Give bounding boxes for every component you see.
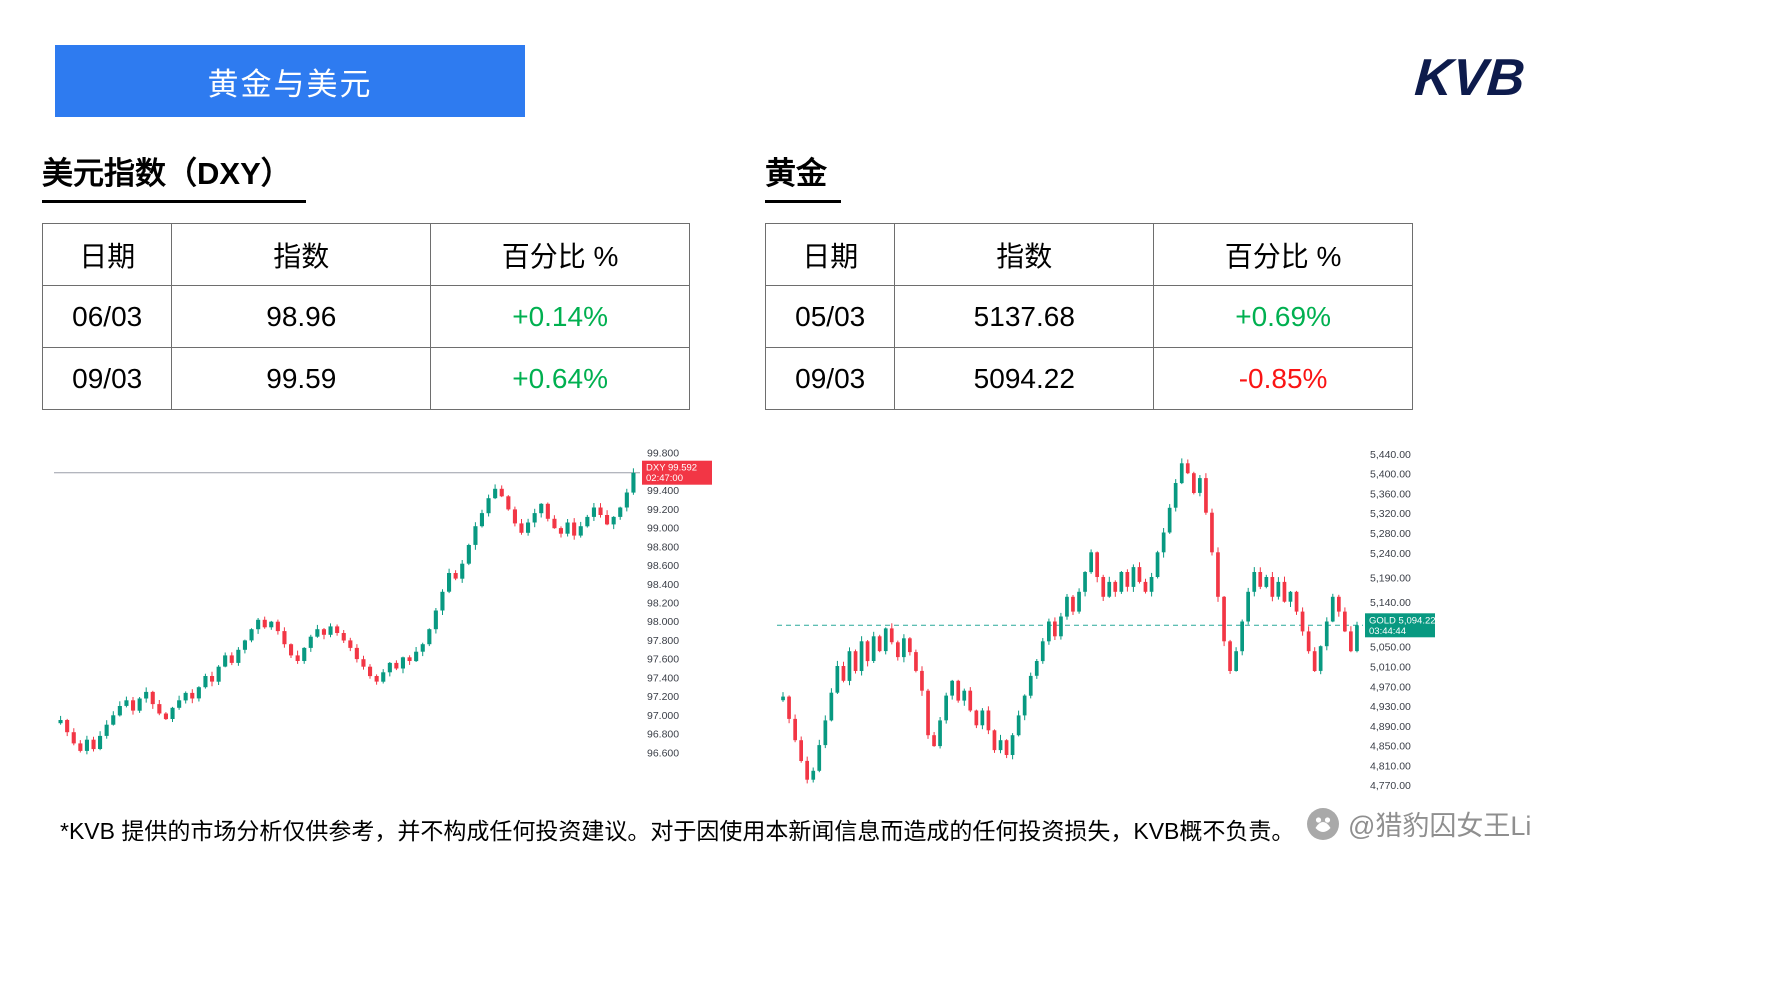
svg-text:4,970.00: 4,970.00	[1370, 681, 1411, 693]
svg-text:DXY 99.592: DXY 99.592	[646, 463, 697, 474]
table-row: 05/03 5137.68 +0.69%	[764, 285, 1413, 348]
gold-col-header-pct: 百分比 %	[1153, 223, 1413, 286]
svg-text:98.000: 98.000	[647, 616, 679, 628]
table-row: 09/03 99.59 +0.64%	[41, 347, 690, 410]
dxy-row1-index: 98.96	[171, 285, 432, 348]
svg-text:97.600: 97.600	[647, 654, 679, 666]
svg-text:4,930.00: 4,930.00	[1370, 701, 1411, 713]
table-row: 09/03 5094.22 -0.85%	[764, 347, 1413, 410]
dxy-col-header-index: 指数	[171, 223, 432, 286]
dxy-table-header-row: 日期 指数 百分比 %	[41, 223, 690, 286]
disclaimer-text: *KVB 提供的市场分析仅供参考，并不构成任何投资建议。对于因使用本新闻信息而造…	[60, 818, 1295, 844]
dxy-row1-pct: +0.14%	[430, 285, 690, 348]
svg-text:98.200: 98.200	[647, 598, 679, 610]
gold-table: 日期 指数 百分比 % 05/03 5137.68 +0.69% 09/03 5…	[764, 223, 1413, 410]
gold-row1-date: 05/03	[764, 285, 896, 348]
gold-table-header-row: 日期 指数 百分比 %	[764, 223, 1413, 286]
svg-text:98.600: 98.600	[647, 560, 679, 572]
gold-col-header-index: 指数	[894, 223, 1155, 286]
dxy-col-header-pct: 百分比 %	[430, 223, 690, 286]
watermark-logo-icon	[1307, 807, 1339, 840]
dxy-row1-date: 06/03	[41, 285, 173, 348]
svg-text:4,850.00: 4,850.00	[1370, 741, 1411, 753]
gold-row2-pct: -0.85%	[1153, 347, 1413, 410]
svg-text:GOLD 5,094.22: GOLD 5,094.22	[1369, 615, 1436, 626]
dxy-row2-pct: +0.64%	[430, 347, 690, 410]
gold-section: 黄金 日期 指数 百分比 % 05/03 5137.68 +0.69% 09/0…	[764, 148, 1436, 811]
svg-text:98.800: 98.800	[647, 541, 679, 553]
dxy-candlestick-chart: 99.80099.60099.40099.20099.00098.80098.6…	[54, 448, 712, 759]
gold-candlestick-chart: 5,440.00 5,400.00 5,360.00 5,320.00 5,280.00…	[777, 449, 1436, 792]
svg-text:5,190.00: 5,190.00	[1370, 573, 1411, 585]
svg-text:96.600: 96.600	[647, 747, 679, 759]
svg-text:5,050.00: 5,050.00	[1370, 642, 1411, 654]
svg-text:97.200: 97.200	[647, 691, 679, 703]
gold-row1-index: 5137.68	[894, 285, 1155, 348]
svg-text:97.400: 97.400	[647, 672, 679, 684]
dxy-chart-container: 99.80099.60099.40099.20099.00098.80098.6…	[54, 434, 712, 777]
svg-text:97.800: 97.800	[647, 635, 679, 647]
svg-text:5,240.00: 5,240.00	[1370, 548, 1411, 560]
svg-text:02:47:00: 02:47:00	[646, 473, 683, 484]
title-banner: 黄金与美元	[55, 45, 525, 117]
gold-col-header-date: 日期	[764, 223, 896, 286]
dxy-section-title: 美元指数（DXY）	[42, 148, 306, 203]
gold-section-title: 黄金	[765, 148, 841, 203]
svg-text:5,280.00: 5,280.00	[1370, 528, 1411, 540]
svg-text:98.400: 98.400	[647, 579, 679, 591]
watermark: @猎豹囚女王Li	[1306, 804, 1531, 843]
svg-text:03:44:44: 03:44:44	[1369, 626, 1406, 637]
gold-row2-date: 09/03	[764, 347, 896, 410]
dxy-row2-date: 09/03	[41, 347, 173, 410]
dxy-section: 美元指数（DXY） 日期 指数 百分比 % 06/03 98.96 +0.14%…	[41, 148, 712, 777]
gold-row2-index: 5094.22	[894, 347, 1155, 410]
svg-text:5,440.00: 5,440.00	[1370, 449, 1411, 461]
svg-text:99.400: 99.400	[647, 485, 679, 497]
svg-text:5,400.00: 5,400.00	[1370, 469, 1411, 481]
svg-text:96.800: 96.800	[647, 729, 679, 741]
gold-chart-container: 5,440.00 5,400.00 5,360.00 5,320.00 5,280.00…	[777, 434, 1436, 811]
table-row: 06/03 98.96 +0.14%	[41, 285, 690, 348]
dxy-row2-index: 99.59	[171, 347, 432, 410]
svg-text:5,140.00: 5,140.00	[1370, 597, 1411, 609]
kvb-logo: KVB	[1412, 49, 1527, 107]
svg-text:4,890.00: 4,890.00	[1370, 721, 1411, 733]
svg-text:5,010.00: 5,010.00	[1370, 662, 1411, 674]
dxy-col-header-date: 日期	[41, 223, 173, 286]
banner-title: 黄金与美元	[207, 66, 373, 102]
svg-text:5,320.00: 5,320.00	[1370, 508, 1411, 520]
svg-text:4,770.00: 4,770.00	[1370, 780, 1411, 792]
svg-text:99.800: 99.800	[647, 448, 679, 460]
svg-text:4,810.00: 4,810.00	[1370, 760, 1411, 772]
svg-text:97.000: 97.000	[647, 710, 679, 722]
svg-text:5,360.00: 5,360.00	[1370, 488, 1411, 500]
svg-text:99.200: 99.200	[647, 504, 679, 516]
svg-text:99.000: 99.000	[647, 523, 679, 535]
dxy-table: 日期 指数 百分比 % 06/03 98.96 +0.14% 09/03 99.…	[41, 223, 690, 410]
watermark-text: @猎豹囚女王Li	[1348, 811, 1532, 841]
gold-row1-pct: +0.69%	[1153, 285, 1413, 348]
